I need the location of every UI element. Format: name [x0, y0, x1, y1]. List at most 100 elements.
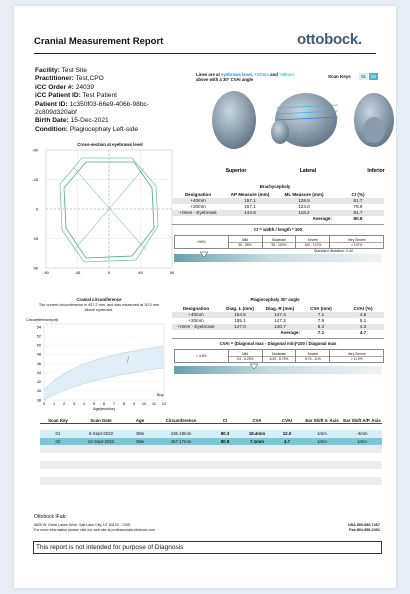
scale-name: Moderate [272, 237, 286, 242]
table-cell: 81.7 [353, 210, 363, 215]
brachy-title: Brachycephaly [259, 184, 291, 189]
diag [73, 167, 145, 251]
table-cell: 38w [135, 431, 145, 436]
note-part: +40mm [279, 72, 294, 77]
patient-row: iCC Order #: 24039 [35, 84, 94, 91]
ci-gradient [174, 254, 382, 262]
circ-description: The current circumference is 457.2 mm, a… [38, 303, 160, 307]
column-header: Age [135, 418, 145, 423]
marker [249, 363, 259, 370]
percentile-curve [43, 345, 165, 391]
table-cell: 6.3 [317, 324, 325, 329]
table-cell: 12-Sept-2022 [87, 438, 115, 444]
x-tick-label: 5 [93, 402, 95, 406]
table-cell: 7.1mm [250, 438, 264, 444]
std-dev: Standard deviation: 0.42 [314, 249, 353, 253]
note-part: , [251, 72, 255, 77]
outline-02 [63, 161, 155, 259]
x-tick-label: 9 [133, 402, 135, 406]
x-tick-label: 45 [138, 270, 143, 275]
column-header: ML Measure (mm) [284, 192, 324, 197]
head-views: Superior Lateral Inferior [212, 91, 394, 174]
table-row: +0mm - Eyebrows 144.8 118.2 81.7 [172, 210, 384, 216]
patient-value: 2c809d320abf [35, 109, 77, 116]
patient-label: iCC Order #: [35, 83, 74, 91]
ci-formula: CI = width / length * 100 [253, 227, 303, 232]
marker [199, 251, 209, 258]
patient-row: 2c809d320abf [35, 109, 77, 116]
scale-cell: Very Severe > 107% [329, 236, 383, 248]
y-tick-label: 50 [37, 344, 41, 348]
column-header: CVAI (%) [353, 306, 373, 311]
footer-company: Ottobock IFab: [34, 514, 67, 520]
cvai-gradient [174, 366, 382, 374]
table-cell: 12.0 [282, 431, 292, 436]
marker-triangle [199, 251, 209, 258]
y-axis-label: Circumference(cm) [26, 318, 59, 322]
column-header: Diag. R (mm) [265, 306, 295, 311]
patient-value: Test Patient [82, 92, 117, 100]
table-cell: 128.5 [298, 198, 310, 203]
marker-triangle [249, 363, 259, 370]
table-cell: 78.9 [353, 204, 363, 209]
patient-value: 15-Dec-2021 [70, 117, 109, 125]
table-cell: 147.0 [234, 324, 246, 329]
column-header: Diag. L (mm) [226, 306, 254, 311]
table-row: +40mm 154.5 147.4 7.1 4.6 [172, 312, 384, 318]
logo: ottobock. [297, 31, 362, 48]
table-cell: 147.2 [274, 318, 286, 323]
patient-row: iCC Patient ID: Test Patient [35, 92, 117, 99]
scale-range: <90% [197, 240, 206, 244]
table-cell: 4.6 [359, 312, 367, 317]
x-tick-label: 8 [123, 402, 125, 406]
patient-value: 24039 [75, 83, 95, 91]
note-part: and [268, 72, 280, 77]
column-header: Scan Key [48, 418, 68, 423]
empty-row [40, 469, 382, 477]
table-cell: 4.3 [359, 324, 367, 329]
column-header: Designation [184, 192, 212, 197]
scan-key: 01 [359, 73, 368, 80]
x-tick-label: 11 [152, 402, 156, 406]
scale-cell: <90% [175, 236, 228, 248]
footer-address: 5825 W. Great Lakes Drive, Salt Lake Cit… [34, 523, 130, 527]
patient-row: Patient ID: 1c350f03-66e9-406b-98bc- [35, 101, 149, 108]
table-cell: +40mm [190, 198, 206, 203]
superior-head [212, 91, 256, 149]
scale-name: Very Severe [347, 351, 366, 356]
table-cell: 02 [55, 438, 61, 444]
table-cell: 18.4mm [248, 431, 266, 436]
table-cell: 7.9 [317, 318, 325, 323]
view-label: Inferior [367, 168, 384, 174]
table-cell: 140.7 [274, 324, 286, 329]
table-cell: +40mm [188, 312, 204, 317]
patient-value: Test Site [61, 67, 87, 74]
table-cell: 81.7 [353, 198, 363, 203]
column-header: AP Measure (mm) [230, 192, 270, 197]
patient-value: 1c350f03-66e9-406b-98bc- [69, 100, 150, 108]
column-header: CVA [252, 418, 262, 423]
plagio-title: Plagiocephaly 30° angle [250, 297, 300, 302]
table-cell: 1mm [317, 431, 327, 436]
patient-label: Patient ID: [35, 100, 68, 108]
table-cell: 147.4 [274, 312, 286, 317]
scan-key: 02 [369, 73, 378, 80]
scan-keys-label: Scan Keys [328, 74, 351, 79]
scale-name: Mild [242, 351, 249, 356]
scale-range: 3.5 - 6.25% [228, 355, 262, 361]
scale-range: < 3.5% [196, 354, 207, 358]
patient-label: Birth Date: [35, 117, 69, 125]
note-part: Lines are at [196, 72, 222, 77]
note-part: +20mm [254, 72, 269, 77]
level-line [275, 104, 339, 109]
table-cell: 39w [135, 438, 145, 444]
lateral-head [275, 93, 337, 147]
column-header: Ear Shift A/P. Axis [343, 418, 381, 423]
diag [73, 167, 147, 251]
lateral-face [271, 120, 289, 144]
table-cell: 157.1 [244, 198, 256, 203]
report-title: Cranial Measurement Report [34, 36, 164, 47]
level-line [275, 110, 339, 115]
y-tick-label: 45 [34, 236, 39, 241]
footer-phone: USA 800.686.7267 [347, 523, 380, 527]
